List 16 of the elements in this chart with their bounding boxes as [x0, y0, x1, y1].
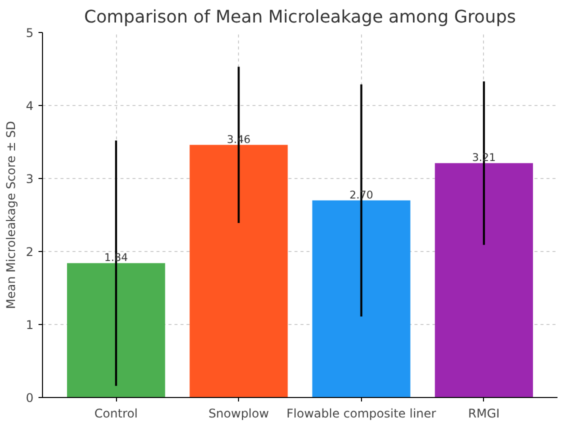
- y-tick-label: 3: [26, 172, 34, 186]
- bar: [67, 263, 166, 398]
- bar: [434, 163, 533, 398]
- y-axis-title: Mean Microleakage Score ± SD: [4, 121, 18, 309]
- bar: [312, 200, 410, 398]
- x-tick-label: Snowplow: [208, 406, 270, 420]
- y-tick-label: 1: [26, 318, 34, 332]
- x-tick-label: Flowable composite liner: [286, 406, 436, 420]
- x-tick-label: Control: [94, 406, 138, 420]
- bar: [190, 144, 288, 398]
- y-tick-label: 2: [26, 245, 34, 259]
- y-tick-label: 5: [26, 26, 34, 40]
- y-tick-label: 0: [26, 391, 34, 405]
- chart-title: Comparison of Mean Microleakage among Groups: [84, 8, 516, 28]
- x-tick-label: RMGI: [468, 406, 500, 420]
- y-tick-label: 4: [26, 99, 34, 113]
